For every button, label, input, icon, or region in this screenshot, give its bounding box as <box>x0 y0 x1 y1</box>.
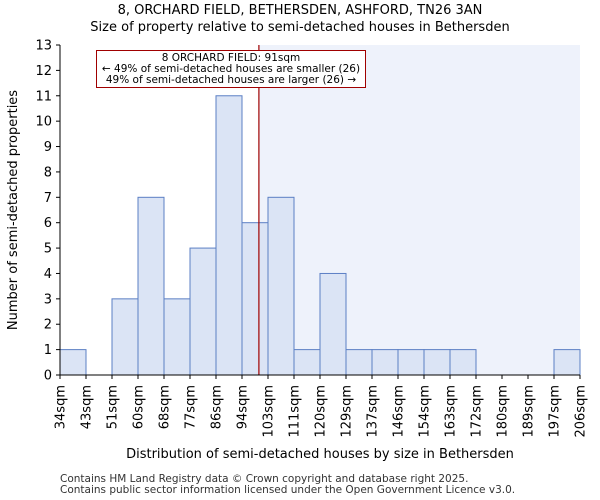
x-tick-label-51sqm: 51sqm <box>106 385 121 429</box>
bar-146sqm <box>397 349 425 376</box>
x-tick-label-137sqm: 137sqm <box>366 385 381 438</box>
x-tick-label-146sqm: 146sqm <box>392 385 407 438</box>
chart-title: 8, ORCHARD FIELD, BETHERSDEN, ASHFORD, T… <box>117 3 483 18</box>
x-tick-label-43sqm: 43sqm <box>80 385 95 429</box>
annotation-line-2: ← 49% of semi-detached houses are smalle… <box>101 63 361 75</box>
y-axis-title: Number of semi-detached properties <box>6 90 21 330</box>
bar-154sqm <box>423 349 451 376</box>
x-tick-label-129sqm: 129sqm <box>340 385 355 438</box>
annotation-line-3: 49% of semi-detached houses are larger (… <box>105 74 357 86</box>
y-tick-label-5: 5 <box>44 242 52 257</box>
bar-103sqm <box>267 196 295 376</box>
bar-111sqm <box>293 349 321 376</box>
x-tick-label-86sqm: 86sqm <box>210 385 225 429</box>
bar-94sqm <box>241 222 269 376</box>
y-tick-label-7: 7 <box>44 191 52 206</box>
y-tick-label-10: 10 <box>35 115 52 130</box>
bar-86sqm <box>215 95 243 376</box>
bar-60sqm <box>137 196 165 376</box>
y-tick-label-13: 13 <box>35 39 52 54</box>
y-tick-label-6: 6 <box>44 216 52 231</box>
x-tick-label-77sqm: 77sqm <box>184 385 199 429</box>
bar-129sqm <box>345 349 373 376</box>
x-tick-label-60sqm: 60sqm <box>132 385 147 429</box>
bar-51sqm <box>111 298 139 376</box>
x-tick-label-68sqm: 68sqm <box>158 385 173 429</box>
y-tick-label-8: 8 <box>44 165 52 180</box>
y-tick-label-2: 2 <box>44 318 52 333</box>
x-tick-label-103sqm: 103sqm <box>262 385 277 438</box>
y-tick-label-9: 9 <box>44 140 52 155</box>
x-tick-label-34sqm: 34sqm <box>54 385 69 429</box>
x-tick-label-120sqm: 120sqm <box>314 385 329 438</box>
x-tick-label-180sqm: 180sqm <box>496 385 511 438</box>
y-tick-label-3: 3 <box>44 292 52 307</box>
y-tick-label-1: 1 <box>44 343 52 358</box>
x-tick-label-172sqm: 172sqm <box>470 385 485 438</box>
bar-34sqm <box>59 349 87 376</box>
y-tick-label-11: 11 <box>35 89 52 104</box>
x-tick-label-189sqm: 189sqm <box>522 385 537 438</box>
bar-77sqm <box>189 247 217 376</box>
chart-subtitle: Size of property relative to semi-detach… <box>90 20 510 35</box>
x-tick-label-163sqm: 163sqm <box>444 385 459 438</box>
x-tick-label-206sqm: 206sqm <box>574 385 589 438</box>
x-tick-label-197sqm: 197sqm <box>548 385 563 438</box>
bar-163sqm <box>449 349 477 376</box>
marker-annotation: 8 ORCHARD FIELD: 91sqm ← 49% of semi-det… <box>96 50 366 88</box>
x-tick-label-94sqm: 94sqm <box>236 385 251 429</box>
x-tick-label-154sqm: 154sqm <box>418 385 433 438</box>
footer-licence: Contains public sector information licen… <box>60 484 516 496</box>
x-tick-label-111sqm: 111sqm <box>288 385 303 438</box>
bar-137sqm <box>371 349 399 376</box>
footer-copyright: Contains HM Land Registry data © Crown c… <box>60 473 469 485</box>
y-tick-label-12: 12 <box>35 64 52 79</box>
bar-68sqm <box>163 298 191 376</box>
x-axis-title: Distribution of semi-detached houses by … <box>126 447 514 462</box>
y-tick-label-0: 0 <box>44 369 52 384</box>
y-tick-label-4: 4 <box>44 267 52 282</box>
annotation-line-1: 8 ORCHARD FIELD: 91sqm <box>161 52 301 64</box>
bar-197sqm <box>553 349 581 376</box>
bar-120sqm <box>319 272 347 376</box>
highlight-region <box>258 45 580 375</box>
